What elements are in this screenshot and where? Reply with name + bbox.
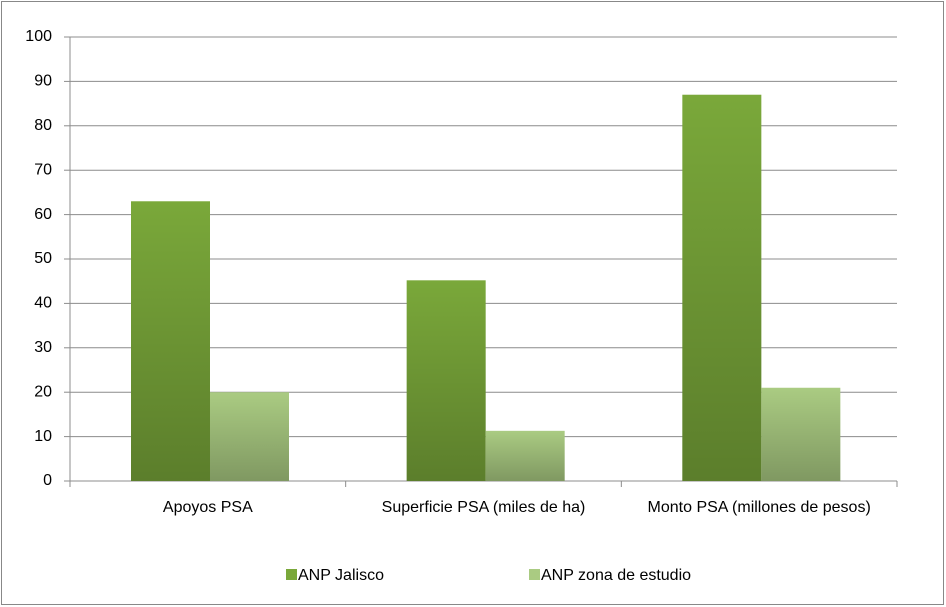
y-tick-label: 90	[34, 73, 52, 90]
legend-swatch	[286, 569, 297, 580]
legend-label: ANP zona de estudio	[541, 567, 691, 584]
x-tick-label: Monto PSA (millones de pesos)	[647, 499, 871, 516]
bar-shade	[406, 280, 486, 481]
x-tick-label: Superficie PSA (miles de ha)	[381, 499, 586, 516]
y-tick-label: 20	[34, 383, 52, 400]
legend-swatch	[529, 569, 540, 580]
y-tick-label: 70	[34, 161, 52, 178]
bar-shade	[682, 94, 762, 481]
bar-shade	[761, 387, 841, 481]
y-tick-label: 0	[43, 472, 52, 489]
bar-shade	[210, 392, 289, 481]
y-tick-label: 10	[34, 428, 52, 445]
y-tick-label: 80	[34, 117, 52, 134]
legend-label: ANP Jalisco	[298, 567, 384, 584]
y-tick-label: 60	[34, 206, 52, 223]
bar-shade	[485, 430, 565, 481]
x-tick-label: Apoyos PSA	[162, 499, 253, 516]
y-tick-label: 50	[34, 250, 52, 267]
bar-shade	[131, 201, 210, 481]
y-tick-label: 40	[34, 295, 52, 312]
y-tick-label: 30	[34, 339, 52, 356]
y-tick-label: 100	[25, 28, 52, 45]
